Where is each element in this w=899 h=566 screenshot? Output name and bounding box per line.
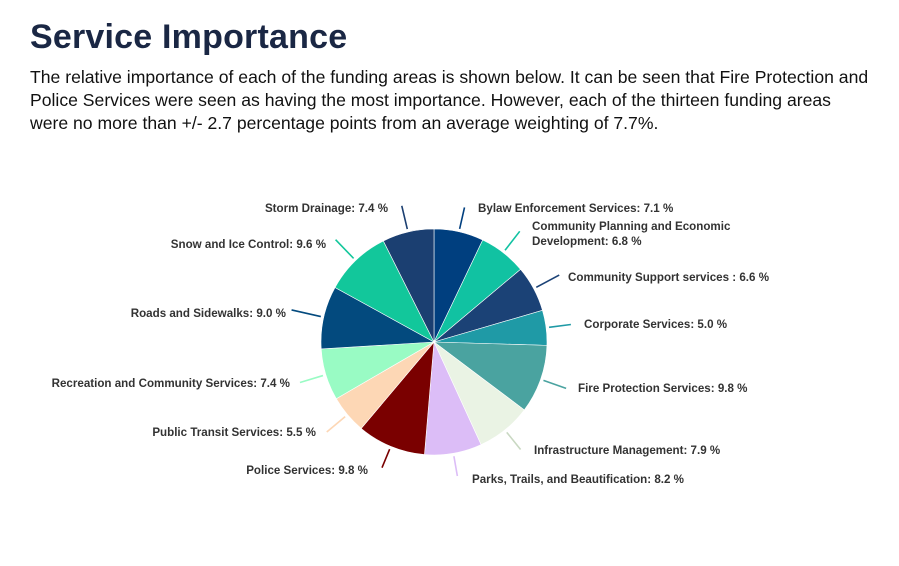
slice-label: Roads and Sidewalks: 9.0 % (131, 307, 286, 320)
slice-label: Community Planning and Economic Developme… (532, 220, 731, 248)
slice-label: Public Transit Services: 5.5 % (152, 426, 316, 439)
slice-label: Bylaw Enforcement Services: 7.1 % (478, 202, 673, 215)
slice-label: Community Support services : 6.6 % (568, 271, 769, 284)
slice-label: Recreation and Community Services: 7.4 % (52, 377, 290, 390)
leader-line (326, 415, 346, 433)
leader-line (543, 379, 567, 390)
slice-label: Parks, Trails, and Beautification: 8.2 % (472, 473, 684, 486)
leader-line (335, 239, 355, 259)
leader-line (453, 456, 459, 477)
leader-line (291, 309, 322, 318)
leader-line (401, 205, 409, 230)
pie-slice (382, 228, 435, 343)
leader-line (548, 323, 571, 329)
leader-line (381, 448, 391, 468)
slice-label: Storm Drainage: 7.4 % (265, 202, 388, 215)
description-paragraph: The relative importance of each of the f… (30, 67, 869, 133)
slice-label: Infrastructure Management: 7.9 % (534, 444, 720, 457)
slice-label: Fire Protection Services: 9.8 % (578, 382, 747, 395)
leader-line (299, 374, 324, 384)
leader-line (458, 207, 466, 230)
leader-line (504, 230, 521, 251)
page-title: Service Importance (30, 18, 348, 56)
slice-label: Corporate Services: 5.0 % (584, 318, 727, 331)
slice-label: Snow and Ice Control: 9.6 % (171, 238, 326, 251)
leader-line (535, 274, 560, 288)
slice-label: Police Services: 9.8 % (246, 464, 368, 477)
leader-line (506, 431, 522, 450)
